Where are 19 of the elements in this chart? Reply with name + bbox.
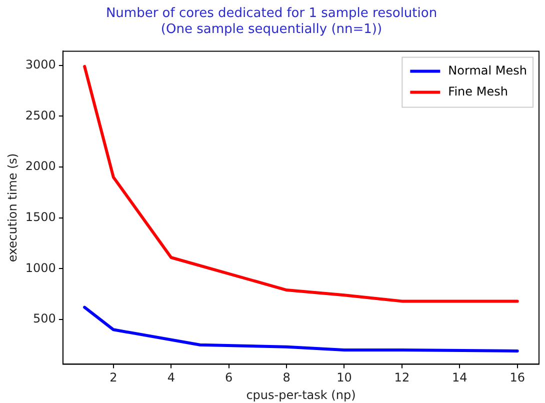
x-tick-label: 4 [167, 370, 175, 385]
x-tick-label: 2 [110, 370, 118, 385]
y-axis-title: execution time (s) [5, 153, 20, 262]
legend-label: Fine Mesh [448, 84, 508, 98]
x-axis-title: cpus-per-task (np) [246, 388, 356, 402]
x-tick-label: 10 [336, 370, 352, 385]
y-tick-label: 3000 [25, 58, 56, 72]
y-tick-label: 2500 [25, 108, 56, 122]
x-tick-label: 8 [282, 370, 290, 385]
x-tick-label: 12 [394, 370, 410, 385]
x-tick-label: 6 [225, 370, 233, 385]
x-tick-label: 14 [452, 370, 468, 385]
y-tick-label: 1500 [25, 210, 56, 224]
legend-label: Normal Mesh [448, 63, 527, 78]
y-tick-label: 2000 [25, 159, 56, 174]
y-tick-label: 1000 [25, 260, 56, 275]
x-tick-label: 16 [510, 370, 525, 385]
y-tick-label: 500 [33, 312, 56, 326]
chart-title: Number of cores dedicated for 1 sample resolution (One sample sequentially (nn=1)) [106, 6, 438, 37]
